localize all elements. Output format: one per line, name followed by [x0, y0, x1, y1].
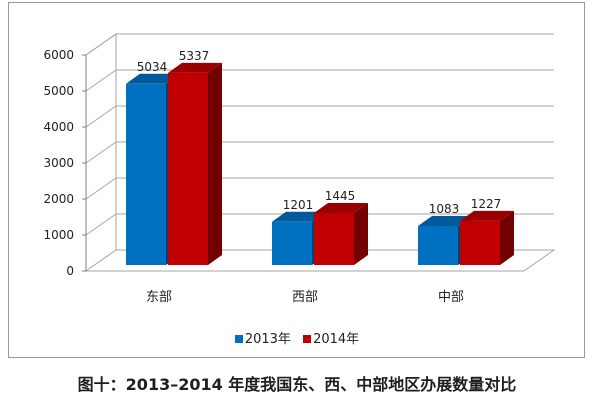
legend-label-2013: 2013年 [244, 332, 291, 347]
bar-中部-2014年 [460, 220, 500, 265]
bar-西部-2013年 [272, 221, 312, 265]
bar-side [500, 210, 514, 265]
gridline [85, 213, 554, 236]
y-tick-label: 1000 [43, 228, 74, 242]
data-label: 1445 [325, 189, 356, 203]
x-category-label: 东部 [146, 290, 172, 305]
y-tick-label: 4000 [43, 120, 74, 134]
y-tick-label: 3000 [43, 156, 74, 170]
bar-top [460, 210, 514, 221]
bar-top [314, 202, 368, 213]
bar-top [126, 73, 180, 84]
data-label: 1201 [283, 198, 314, 212]
legend-item-2013: 2013年 [234, 328, 291, 347]
bar-side [208, 62, 222, 266]
bar-top [168, 62, 222, 73]
bar-top [272, 211, 326, 222]
bar-top [418, 216, 472, 227]
bar-西部-2014年 [314, 212, 354, 265]
bar-中部-2013年 [418, 226, 458, 265]
legend: 2013年 2014年 [0, 328, 594, 347]
data-label: 1227 [471, 197, 502, 211]
data-label: 5337 [179, 49, 210, 63]
bar-东部-2013年 [126, 83, 166, 265]
figure-caption: 图十：2013–2014 年度我国东、西、中部地区办展数量对比 [77, 375, 517, 394]
legend-label-2014: 2014年 [313, 332, 360, 347]
data-label: 5034 [137, 60, 168, 74]
legend-swatch-2013 [234, 335, 243, 343]
y-tick-label: 2000 [43, 192, 74, 206]
x-category-label: 中部 [438, 290, 464, 305]
bar-side [354, 202, 368, 265]
gridline [85, 69, 554, 92]
gridline [85, 177, 554, 200]
gridline [85, 105, 554, 128]
gridline [85, 141, 554, 164]
legend-swatch-2014 [303, 335, 312, 343]
bar-东部-2014年 [168, 72, 208, 265]
y-tick-label: 0 [66, 264, 74, 278]
x-category-label: 西部 [292, 290, 318, 305]
y-tick-label: 6000 [43, 48, 74, 62]
legend-item-2014: 2014年 [303, 328, 359, 347]
y-tick-label: 5000 [43, 84, 74, 98]
data-label: 1083 [429, 202, 460, 216]
gridline [85, 33, 554, 56]
